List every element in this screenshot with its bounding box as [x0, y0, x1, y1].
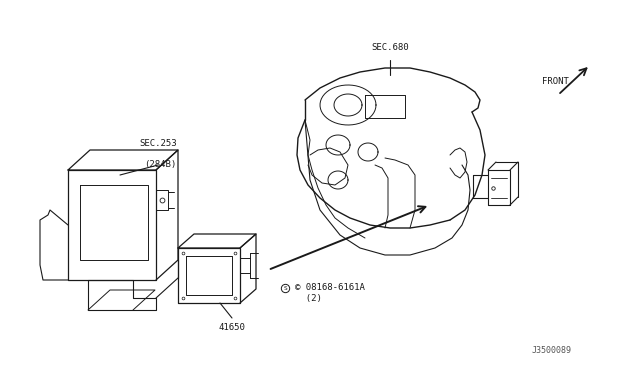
Text: FRONT: FRONT — [542, 77, 569, 87]
Text: SEC.680: SEC.680 — [371, 43, 409, 52]
Text: S: S — [283, 285, 287, 291]
Text: (2): (2) — [295, 295, 322, 304]
Text: 41650: 41650 — [219, 323, 245, 332]
Text: J3500089: J3500089 — [532, 346, 572, 355]
Text: (284B): (284B) — [144, 160, 176, 169]
Text: © 08168-6161A: © 08168-6161A — [295, 283, 365, 292]
Text: SEC.253: SEC.253 — [139, 139, 177, 148]
